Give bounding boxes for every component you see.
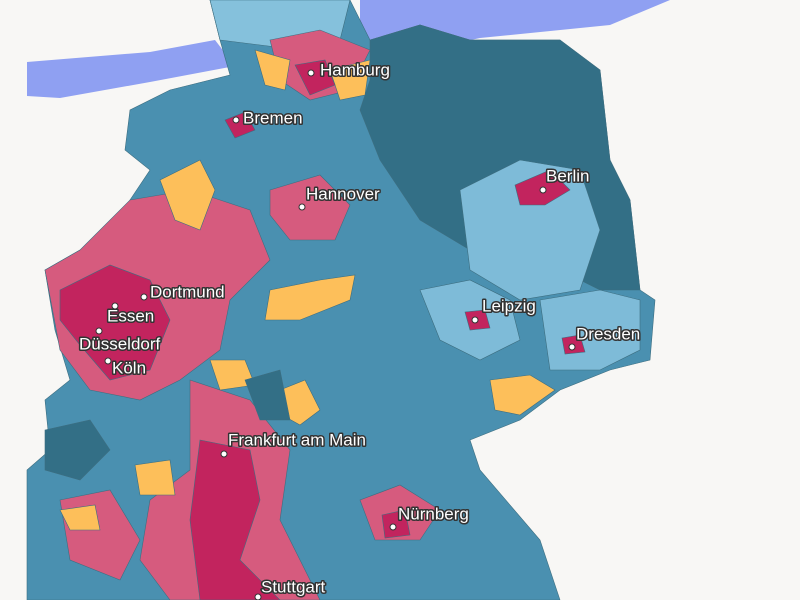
region: [459, 159, 601, 301]
region: [44, 419, 111, 481]
region: [189, 439, 281, 600]
region: [264, 274, 356, 321]
city-dot: [298, 203, 306, 211]
city-label: Leipzig: [482, 296, 536, 315]
city-label: Bremen: [243, 108, 303, 127]
city-dot: [111, 302, 119, 310]
city-dot: [140, 293, 148, 301]
city-label: Düsseldorf: [79, 334, 161, 353]
city-dots: [95, 69, 576, 600]
region: [244, 369, 291, 421]
region: [134, 459, 176, 496]
region: [159, 159, 216, 231]
city-dot: [307, 69, 315, 77]
city-label: Dortmund: [150, 282, 225, 301]
city-label: Berlin: [546, 166, 589, 185]
city-dot: [471, 316, 479, 324]
city-dot: [539, 186, 547, 194]
city-dot: [95, 327, 103, 335]
regions: [26, 0, 656, 600]
city-label: Nürnberg: [398, 504, 469, 523]
sea: [27, 40, 235, 98]
region: [224, 111, 256, 139]
region: [329, 59, 371, 101]
region: [254, 49, 291, 91]
city-dot: [254, 593, 262, 600]
city-label: Dresden: [576, 324, 640, 343]
city-label: Hamburg: [320, 60, 390, 79]
city-label: Essen: [107, 306, 154, 325]
city-dot: [568, 343, 576, 351]
region: [59, 504, 101, 531]
region: [294, 59, 336, 96]
region: [381, 509, 411, 539]
city-dot: [104, 357, 112, 365]
city-label: Stuttgart: [261, 577, 326, 596]
city-label: Frankfurt am Main: [228, 430, 366, 449]
city-dot: [232, 116, 240, 124]
city-labels: Hamburg Bremen Hannover Berlin Dortmund …: [78, 59, 642, 598]
city-label: Köln: [112, 358, 146, 377]
region: [59, 264, 171, 381]
city-dot: [389, 523, 397, 531]
city-label: Hannover: [306, 184, 380, 203]
region: [489, 374, 556, 416]
region: [269, 174, 351, 241]
city-dot: [220, 450, 228, 458]
